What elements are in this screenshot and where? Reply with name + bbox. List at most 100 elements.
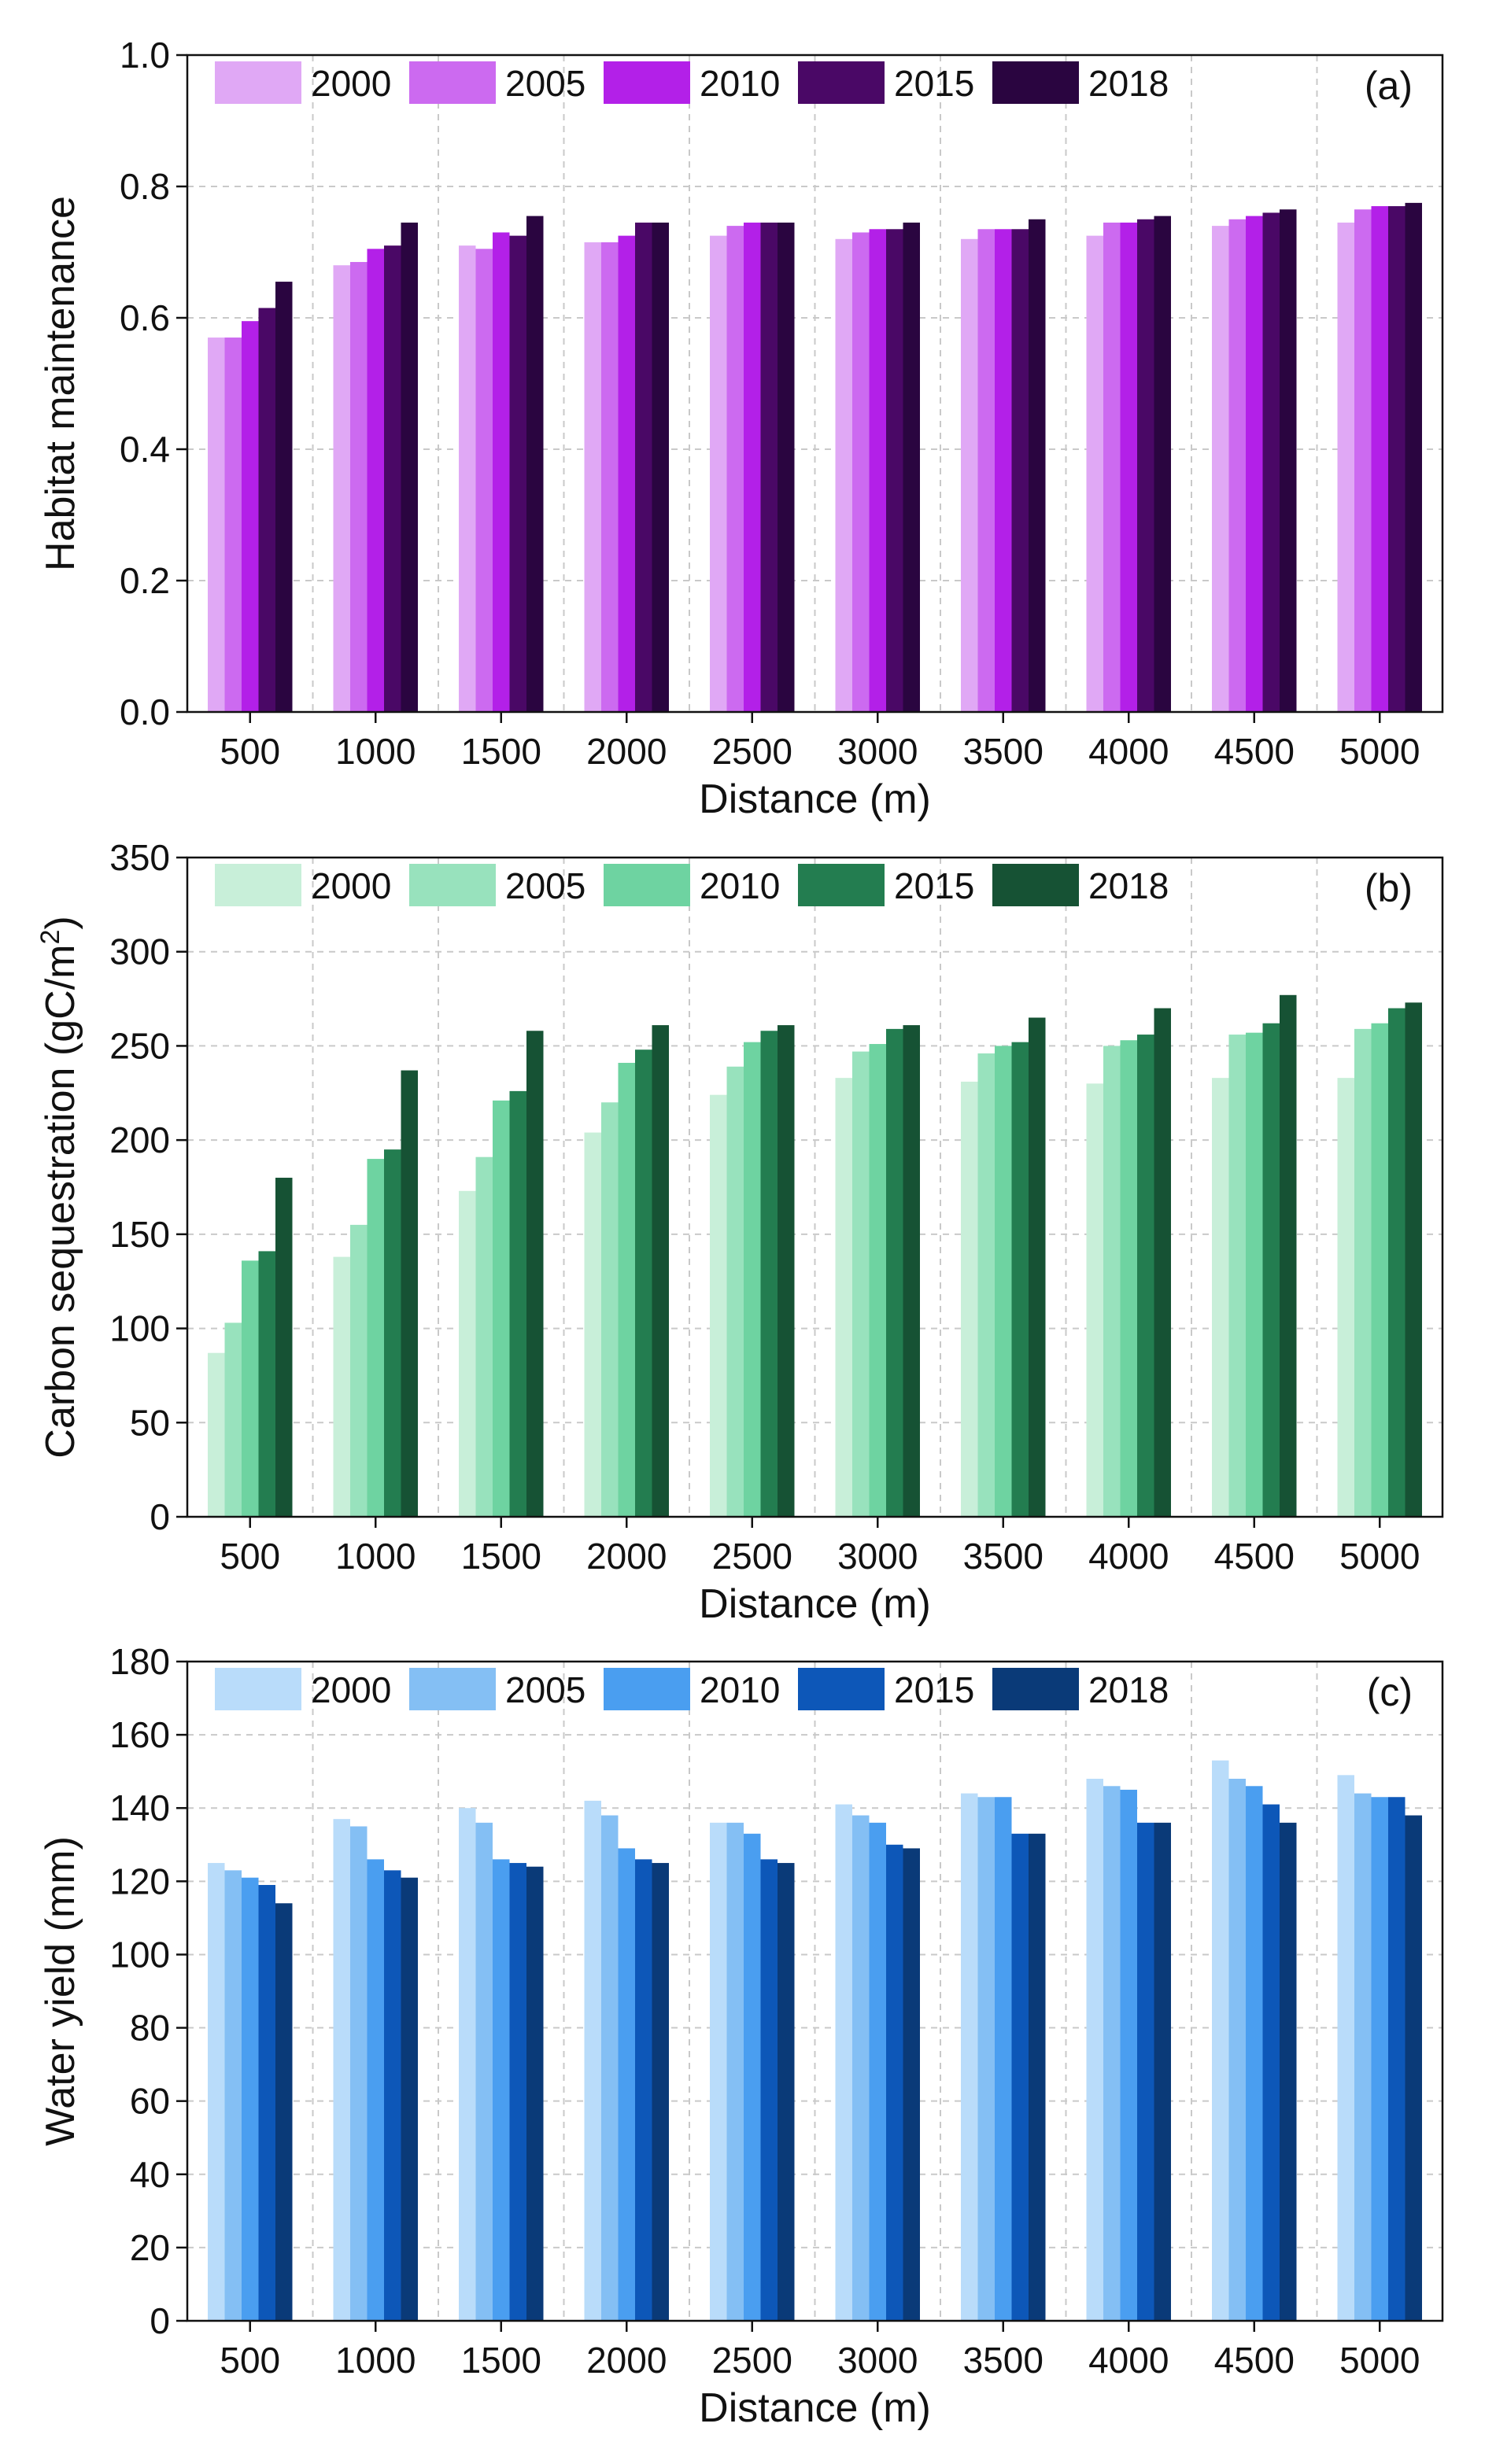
bar-3000-2018 (903, 1025, 920, 1517)
bar-500-2005 (224, 1870, 242, 2321)
bar-2500-2005 (726, 226, 744, 713)
legend-swatch-2000 (215, 61, 301, 104)
bar-1500-2018 (526, 1866, 544, 2321)
bar-1000-2018 (401, 222, 418, 712)
bar-1500-2005 (475, 1156, 493, 1517)
bar-3000-2000 (835, 1804, 852, 2321)
x-tick-label: 1500 (461, 2340, 541, 2381)
bar-4500-2018 (1280, 209, 1297, 713)
panel-label: (a) (1365, 64, 1413, 108)
bar-4500-2005 (1228, 1778, 1246, 2321)
bar-2500-2015 (760, 1031, 778, 1517)
bar-4500-2010 (1246, 1786, 1263, 2321)
bar-500-2005 (224, 1322, 242, 1517)
bar-3500-2010 (995, 1797, 1012, 2321)
x-tick-label: 1000 (335, 731, 416, 772)
bar-4000-2010 (1120, 1040, 1137, 1517)
bar-1500-2015 (509, 1090, 526, 1517)
y-tick-label: 0.6 (120, 297, 170, 338)
bar-3500-2018 (1029, 219, 1046, 712)
bar-500-2010 (242, 321, 259, 712)
bar-1000-2015 (384, 245, 401, 712)
bar-4500-2000 (1212, 226, 1229, 713)
bar-4000-2015 (1137, 1822, 1154, 2321)
bar-3000-2010 (869, 1822, 886, 2321)
bar-3500-2015 (1011, 229, 1029, 712)
bar-2500-2000 (710, 1822, 727, 2321)
legend-label-2010: 2010 (700, 1669, 780, 1710)
bar-3500-2015 (1011, 1833, 1029, 2321)
bar-4500-2005 (1228, 1035, 1246, 1517)
legend-swatch-2010 (604, 864, 690, 906)
y-tick-label: 0 (150, 1496, 170, 1537)
bar-500-2010 (242, 1877, 259, 2321)
bar-4500-2005 (1228, 219, 1246, 712)
bar-2500-2010 (744, 1042, 761, 1517)
legend-label-2005: 2005 (505, 1669, 585, 1710)
legend-swatch-2015 (798, 864, 885, 906)
bar-2000-2010 (618, 1062, 635, 1517)
legend-label-2005: 2005 (505, 63, 585, 104)
legend: 2000 2005 2010 2015 2018 (215, 61, 1169, 104)
bar-3000-2005 (852, 1815, 870, 2321)
bar-2000-2018 (652, 222, 669, 712)
x-tick-label: 3000 (837, 1536, 918, 1577)
bar-4000-2018 (1154, 216, 1171, 712)
legend-label-2018: 2018 (1088, 63, 1169, 104)
legend-swatch-2018 (992, 1668, 1079, 1710)
legend-swatch-2010 (604, 61, 690, 104)
x-tick-label: 1000 (335, 1536, 416, 1577)
bar-500-2000 (208, 338, 225, 712)
bar-4500-2010 (1246, 216, 1263, 712)
plot-frame (186, 53, 1444, 714)
bar-3500-2018 (1029, 1833, 1046, 2321)
bar-1000-2010 (367, 1859, 384, 2321)
y-tick-label: 50 (130, 1402, 170, 1443)
bar-1000-2015 (384, 1149, 401, 1517)
chart-panel-1: 0.0 0.2 0.4 0.6 0.8 1.0 500 1000 1500 2000 2500 300… (38, 35, 1444, 822)
y-tick-label: 0.4 (120, 429, 170, 470)
bar-2500-2000 (710, 1094, 727, 1517)
y-tick-label: 0 (150, 2300, 170, 2341)
y-tick-label: 120 (109, 1861, 170, 1901)
x-tick-label: 4500 (1214, 2340, 1295, 2381)
x-tick-label: 2500 (712, 2340, 792, 2381)
bar-3000-2010 (869, 229, 886, 712)
plot-frame (186, 1660, 1444, 2322)
bar-1000-2005 (350, 1826, 368, 2321)
bar-5000-2018 (1405, 202, 1422, 712)
bar-5000-2010 (1371, 1797, 1388, 2321)
bar-1500-2010 (493, 1859, 510, 2321)
bar-3000-2000 (835, 1078, 852, 1517)
bar-5000-2015 (1388, 1008, 1406, 1517)
bar-4000-2018 (1154, 1008, 1171, 1517)
bar-1500-2000 (459, 1808, 476, 2321)
legend-label-2018: 2018 (1088, 1669, 1169, 1710)
x-axis-title: Distance (m) (699, 1581, 931, 1627)
x-tick-label: 2000 (586, 1536, 667, 1577)
bar-3500-2015 (1011, 1042, 1029, 1517)
x-tick-label: 2000 (586, 731, 667, 772)
bar-1000-2010 (367, 249, 384, 712)
bar-5000-2010 (1371, 206, 1388, 712)
bar-2500-2018 (778, 1863, 795, 2321)
bar-3000-2005 (852, 1051, 870, 1517)
y-tick-label: 1.0 (120, 35, 170, 76)
panel-label: (b) (1365, 866, 1413, 910)
legend-swatch-2010 (604, 1668, 690, 1710)
bar-2000-2015 (635, 222, 652, 712)
bar-3500-2000 (961, 238, 978, 712)
bar-4500-2015 (1262, 1804, 1280, 2321)
y-tick-label: 180 (109, 1641, 170, 1682)
bar-5000-2000 (1337, 1078, 1354, 1517)
bar-4000-2000 (1086, 235, 1103, 712)
legend-label-2010: 2010 (700, 865, 780, 906)
legend-swatch-2018 (992, 864, 1079, 906)
bar-2500-2005 (726, 1066, 744, 1517)
x-tick-label: 5000 (1339, 1536, 1420, 1577)
bar-1500-2015 (509, 1863, 526, 2321)
legend-label-2000: 2000 (311, 865, 391, 906)
x-tick-label: 3000 (837, 731, 918, 772)
